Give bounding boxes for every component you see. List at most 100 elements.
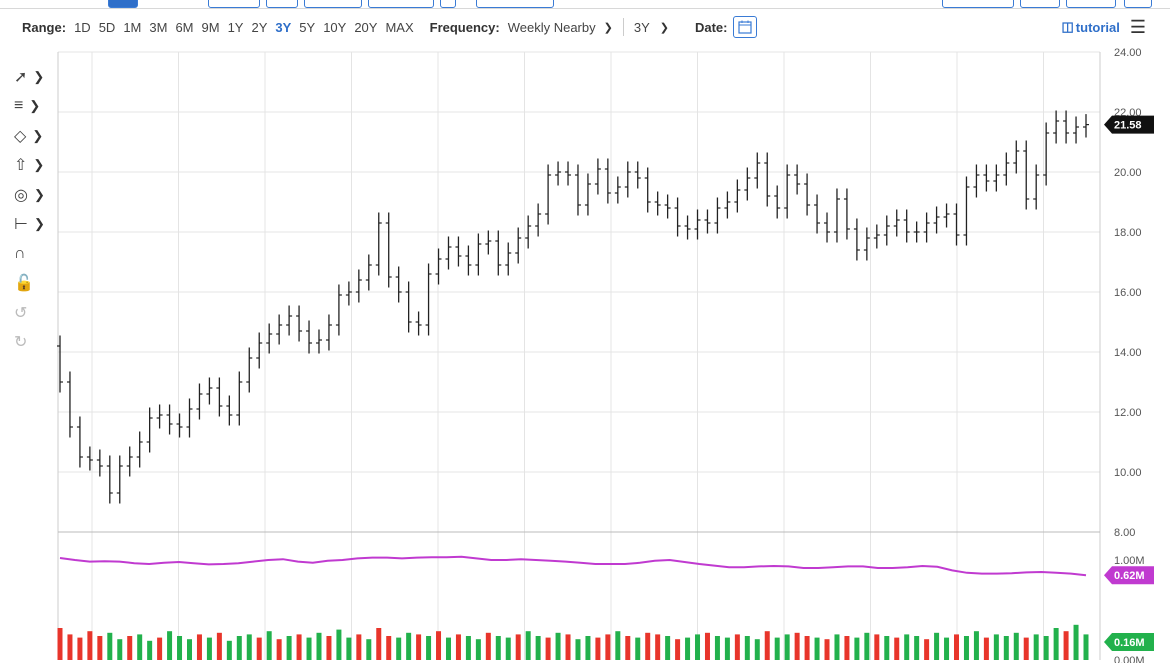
tutorial-link[interactable]: ◫ tutorial — [1062, 19, 1120, 35]
range-option-max[interactable]: MAX — [385, 19, 414, 35]
volume-bar — [993, 634, 999, 660]
volume-bar — [834, 634, 840, 660]
last-volume-tag-text: 0.16M — [1114, 637, 1145, 649]
circle-tool-icon[interactable]: ◎ ❯ — [14, 186, 45, 204]
range-option-10y[interactable]: 10Y — [323, 19, 347, 35]
arrow-up-tool-icon[interactable]: ⇧ ❯ — [14, 157, 45, 175]
strip-button[interactable] — [266, 0, 298, 8]
volume-bar — [236, 636, 242, 660]
chart-toolbar: Range: 1D 5D 1M 3M 6M 9M 1Y 2Y 3Y 5Y 10Y 20Y MAX Fre… — [0, 14, 1170, 40]
range-option-2y[interactable]: 2Y — [251, 19, 268, 35]
line-tool-icon[interactable]: ➚ ❯ — [14, 68, 45, 86]
volume-bar — [97, 636, 103, 660]
range-option-5y[interactable]: 5Y — [299, 19, 316, 35]
ohlc-bar — [555, 161, 562, 186]
volume-bar — [216, 632, 222, 660]
strip-button[interactable] — [1066, 0, 1116, 8]
volume-bar — [445, 637, 451, 660]
strip-button[interactable] — [108, 0, 138, 8]
ohlc-bar — [355, 269, 362, 303]
range-option-1y[interactable]: 1Y — [227, 19, 244, 35]
volume-bar — [196, 634, 202, 660]
calendar-icon[interactable] — [733, 16, 758, 38]
divider — [622, 18, 624, 36]
shape-tool-icon[interactable]: ◇ ❯ — [14, 127, 44, 145]
volume-bar — [804, 636, 810, 660]
volume-bar — [764, 631, 770, 660]
volume-bar — [157, 637, 163, 660]
chevron-down-icon[interactable]: ❯ — [603, 21, 613, 34]
ohlc-bar — [724, 191, 731, 219]
price-tick-label: 24.00 — [1114, 47, 1142, 59]
range-option-1d[interactable]: 1D — [74, 19, 91, 35]
strip-button[interactable] — [440, 0, 456, 8]
measure-tool-icon[interactable]: ⊢ ❯ — [14, 216, 45, 234]
volume-bar — [854, 637, 860, 660]
range-option-6m[interactable]: 6M — [175, 19, 194, 35]
ohlc-bar — [375, 212, 382, 276]
range-option-9m[interactable]: 9M — [201, 19, 220, 35]
ohlc-bar — [594, 158, 601, 195]
lock-icon[interactable]: 🔓 — [14, 275, 34, 293]
ohlc-bar — [853, 218, 860, 261]
range-option-1m[interactable]: 1M — [123, 19, 142, 35]
ohlc-bar — [694, 209, 701, 240]
ohlc-bar — [574, 164, 581, 216]
volume-bar — [426, 636, 432, 660]
ohlc-bar — [923, 212, 930, 243]
price-chart[interactable]: 24.0022.0020.0018.0016.0014.0012.0010.00… — [0, 40, 1170, 663]
range-option-3y[interactable]: 3Y — [275, 19, 292, 35]
ohlc-bar — [734, 179, 741, 213]
menu-icon[interactable]: ☰ — [1129, 16, 1146, 37]
ohlc-bar — [993, 164, 1000, 192]
volume-bar — [595, 637, 601, 660]
volume-bar — [336, 629, 342, 660]
volume-bar — [1053, 628, 1059, 660]
volume-tick-label: 0.00M — [1114, 655, 1145, 663]
last-price-tag-text: 21.58 — [1114, 120, 1142, 132]
magnet-icon[interactable]: ∩ — [14, 244, 26, 262]
volume-bar — [505, 637, 511, 660]
volume-bar — [296, 634, 302, 660]
ohlc-bar — [814, 194, 821, 234]
ohlc-bar — [893, 209, 900, 237]
strip-button[interactable] — [942, 0, 1014, 8]
volume-bar — [635, 637, 641, 660]
volume-bar — [585, 636, 591, 660]
frequency-select[interactable]: Weekly Nearby — [507, 19, 596, 35]
volume-bar — [724, 637, 730, 660]
strip-button[interactable] — [1124, 0, 1152, 8]
ohlc-bar — [76, 416, 83, 468]
ohlc-bar — [445, 236, 452, 270]
range-option-20y[interactable]: 20Y — [354, 19, 378, 35]
fib-tool-icon[interactable]: ≡ ❯ — [14, 97, 41, 115]
ohlc-bar — [186, 398, 193, 438]
ohlc-bar — [66, 371, 73, 438]
strip-button[interactable] — [476, 0, 554, 8]
redo-icon[interactable]: ↻ — [14, 334, 28, 352]
strip-button[interactable] — [208, 0, 260, 8]
strip-button[interactable] — [304, 0, 362, 8]
ohlc-bar — [634, 161, 641, 189]
last-price-tag-shape — [1104, 115, 1154, 134]
undo-icon[interactable]: ↺ — [14, 304, 28, 322]
range-option-5d[interactable]: 5D — [98, 19, 116, 35]
ohlc-bar — [385, 212, 392, 288]
ohlc-bar — [794, 164, 801, 195]
volume-bar — [137, 634, 143, 660]
volume-bar — [555, 632, 561, 660]
range-option-3m[interactable]: 3M — [149, 19, 168, 35]
ohlc-bar — [415, 311, 422, 336]
volume-bar — [704, 632, 710, 660]
ohlc-bar — [116, 455, 123, 504]
ohlc-bar — [425, 263, 432, 336]
price-tick-label: 14.00 — [1114, 347, 1142, 359]
ohlc-bar — [804, 173, 811, 216]
volume-bar — [147, 640, 153, 660]
strip-button[interactable] — [1020, 0, 1060, 8]
volume-bar — [535, 636, 541, 660]
chevron-down-icon[interactable]: ❯ — [659, 21, 669, 34]
period-select[interactable]: 3Y — [633, 19, 650, 35]
ohlc-bar — [873, 224, 880, 249]
strip-button[interactable] — [368, 0, 434, 8]
